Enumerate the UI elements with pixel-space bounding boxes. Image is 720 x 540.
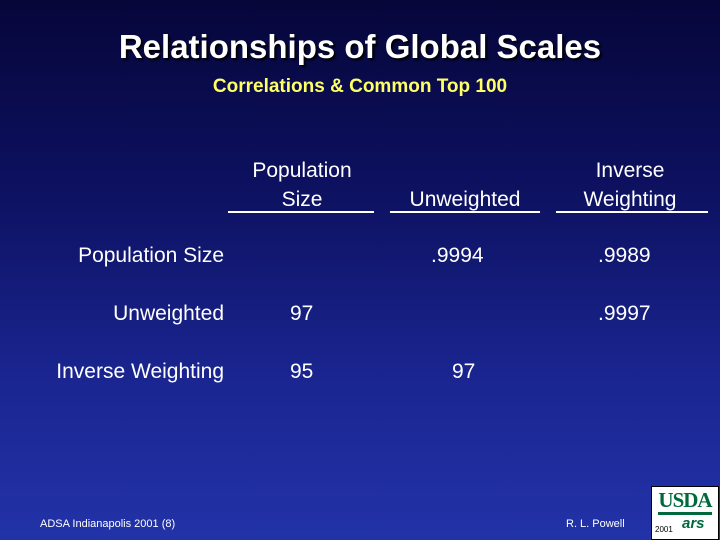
column-header-line1: Population: [252, 159, 352, 182]
table-cell: 97: [452, 360, 476, 383]
row-label-unweighted: Unweighted: [113, 302, 224, 325]
column-header-line2: Weighting: [583, 188, 677, 211]
slide-title: Relationships of Global Scales: [118, 28, 602, 65]
column-header-population-size: Population Size: [232, 156, 372, 214]
header-underline: [556, 211, 708, 213]
logo-year: 2001: [655, 525, 673, 534]
table-cell: .9994: [431, 244, 484, 267]
header-underline: [228, 211, 374, 213]
header-underline: [390, 211, 540, 213]
footer-conference-label: ADSA Indianapolis 2001 (8): [40, 518, 176, 530]
table-cell: .9997: [598, 302, 651, 325]
table-cell: 95: [290, 360, 314, 383]
footer-author: R. L. Powell: [566, 518, 625, 530]
column-header-line2: Unweighted: [409, 188, 521, 211]
column-header-line1: [390, 156, 540, 185]
row-label-inverse-weighting: Inverse Weighting: [56, 360, 224, 383]
column-header-inverse-weighting: Inverse Weighting: [560, 156, 700, 214]
table-cell: 97: [290, 302, 314, 325]
column-header-line2: Size: [281, 188, 323, 211]
row-label-population-size: Population Size: [78, 244, 224, 267]
table-cell: .9989: [598, 244, 651, 267]
usda-logo: USDA ars 2001: [651, 486, 719, 540]
column-header-line1: Inverse: [595, 159, 665, 182]
ars-logo-text: ars: [682, 515, 705, 532]
column-header-unweighted: Unweighted: [390, 156, 540, 214]
slide-subtitle: Correlations & Common Top 100: [212, 76, 508, 97]
usda-logo-bar: [658, 512, 712, 515]
usda-logo-text: USDA: [658, 488, 712, 512]
